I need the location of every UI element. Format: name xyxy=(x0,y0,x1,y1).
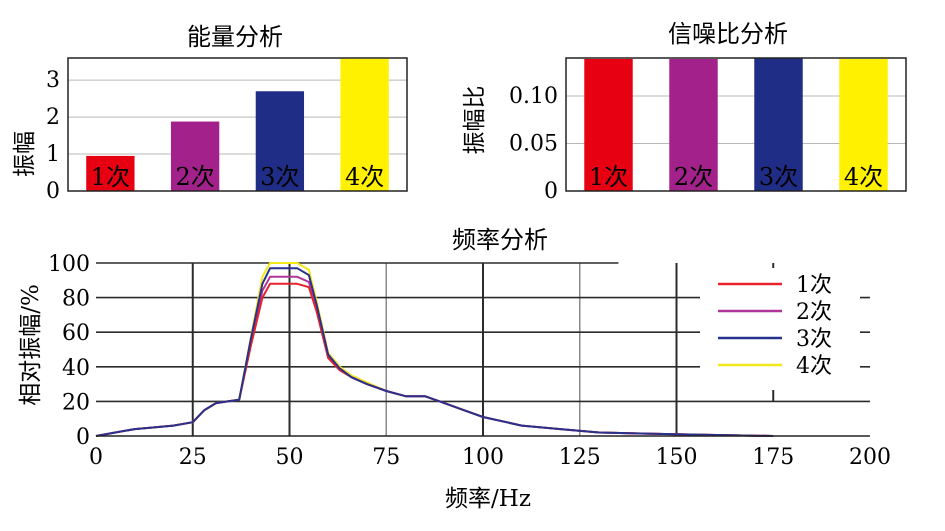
energy-chart-yticks: 0 1 2 3 xyxy=(46,68,60,204)
frequency-chart-ylabel: 相对振幅/% xyxy=(18,284,44,406)
ytick-label: 100 xyxy=(48,252,90,277)
ytick-label: 0 xyxy=(46,179,60,204)
xtick-label: 150 xyxy=(656,445,698,470)
series-line-1 xyxy=(95,282,774,437)
snr-chart-bars: 1次 2次 3次 4次 xyxy=(584,58,888,192)
bar-label: 1次 xyxy=(91,163,130,191)
bar-label: 2次 xyxy=(175,163,214,191)
bar-label: 2次 xyxy=(674,163,713,191)
snr-chart-frame xyxy=(565,57,907,192)
bar xyxy=(584,58,633,192)
snr-chart-yticks: 0 0.05 0.10 xyxy=(509,84,558,204)
bar-label: 3次 xyxy=(260,163,299,191)
ytick-label: 3 xyxy=(46,68,60,93)
ytick-label: 60 xyxy=(62,321,90,346)
bar-label: 3次 xyxy=(759,163,798,191)
energy-chart-bars: 1次 2次 3次 4次 xyxy=(86,58,389,191)
ytick-label: 1 xyxy=(46,142,60,167)
energy-chart-frame xyxy=(67,57,408,192)
frequency-chart-title: 频率分析 xyxy=(452,226,548,254)
frequency-chart: 频率分析 相对振幅/% 频率/Hz 0 25 50 75 100 125 150 175 200… xyxy=(18,226,891,512)
xtick-label: 0 xyxy=(89,445,103,470)
legend-label: 3次 xyxy=(796,327,832,352)
xtick-label: 75 xyxy=(372,445,400,470)
frequency-chart-xlabel: 频率/Hz xyxy=(445,486,531,512)
bar xyxy=(754,58,803,191)
legend-label: 4次 xyxy=(796,354,832,379)
bar xyxy=(839,58,888,192)
ytick-label: 0.05 xyxy=(509,132,558,157)
ytick-label: 80 xyxy=(62,287,90,312)
series-line-4 xyxy=(95,262,774,437)
xtick-label: 125 xyxy=(559,445,601,470)
series-line-2 xyxy=(95,275,774,437)
legend-box xyxy=(700,268,860,390)
xtick-label: 175 xyxy=(752,445,794,470)
series-line-3 xyxy=(95,267,774,437)
xtick-label: 50 xyxy=(276,445,304,470)
legend-label: 2次 xyxy=(796,300,832,325)
snr-chart-title: 信噪比分析 xyxy=(668,20,788,48)
ytick-label: 2 xyxy=(46,105,60,130)
snr-chart-ylabel: 振幅比 xyxy=(462,86,488,155)
ytick-label: 20 xyxy=(62,390,90,415)
bar-label: 4次 xyxy=(844,163,883,191)
bar-label: 4次 xyxy=(345,163,384,191)
ytick-label: 40 xyxy=(62,356,90,381)
bar xyxy=(340,58,389,191)
frequency-chart-xticks: 0 25 50 75 100 125 150 175 200 xyxy=(89,445,891,470)
xtick-label: 200 xyxy=(849,445,891,470)
bar-label: 1次 xyxy=(589,163,628,191)
frequency-chart-yticks: 0 20 40 60 80 100 xyxy=(48,252,90,450)
legend-label: 1次 xyxy=(796,273,832,298)
energy-chart-ylabel: 振幅 xyxy=(12,131,38,177)
energy-chart: 能量分析 振幅 1次 2次 3次 4次 0 1 2 3 xyxy=(12,23,408,204)
energy-chart-title: 能量分析 xyxy=(187,23,283,51)
xtick-label: 25 xyxy=(179,445,207,470)
frequency-chart-lines xyxy=(95,262,774,437)
ytick-label: 0.10 xyxy=(509,84,558,109)
bar xyxy=(255,91,305,191)
bar xyxy=(669,58,718,192)
ytick-label: 0 xyxy=(76,425,90,450)
bar xyxy=(86,155,135,191)
snr-chart: 信噪比分析 振幅比 1次 2次 3次 4次 0 0.05 0.10 xyxy=(462,20,907,204)
xtick-label: 100 xyxy=(462,445,504,470)
bar xyxy=(170,121,220,191)
ytick-label: 0 xyxy=(544,179,558,204)
